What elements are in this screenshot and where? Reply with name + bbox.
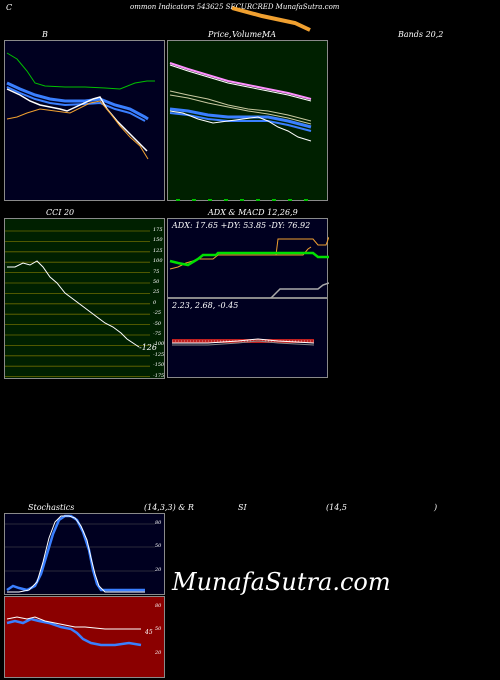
adx-readout: ADX: 17.65 +DY: 53.85 -DY: 76.92	[172, 221, 311, 230]
stoch-tick-label: 80	[155, 520, 162, 526]
cci-tick-label: 100	[153, 258, 163, 265]
stoch-title-b: (14,3,3) & R	[144, 503, 194, 512]
cci-tick-label: 0	[153, 299, 157, 306]
adx-panel: ADX: 17.65 +DY: 53.85 -DY: 76.92	[167, 218, 329, 299]
stoch-title-d: (14,5	[326, 503, 347, 512]
price-title-d: Bands 20,2	[398, 30, 444, 39]
price-title-a: Price,	[208, 30, 232, 39]
cci-tick-label: -50	[153, 320, 162, 327]
rsi-tick-label: 80	[155, 603, 162, 609]
cci-value-label: -126	[139, 343, 157, 352]
cci-chart	[5, 230, 150, 378]
stoch-panel: 80 50 20	[4, 513, 165, 595]
macd-readout: 2.23, 2.68, -0.45	[172, 301, 239, 310]
watermark: MunafaSutra.com	[172, 568, 391, 596]
price-chart	[169, 62, 318, 201]
rsi-chart	[6, 616, 142, 647]
cci-tick-label: 25	[153, 289, 160, 296]
cci-tick-label: -125	[153, 351, 165, 358]
rsi-value-label: 45	[145, 629, 153, 636]
cci-title: CCI 20	[46, 208, 75, 217]
cci-tick-label: 75	[153, 268, 160, 275]
bollinger-panel	[4, 40, 165, 201]
rsi-tick-label: 20	[155, 650, 162, 656]
cci-tick-label: -25	[153, 310, 162, 317]
price-title-c: MA	[262, 30, 276, 39]
cci-panel: 175 150 125 100 75 50 25 0 -25 -50 -75 -100 -125 -150…	[4, 218, 165, 379]
header-volume-bar	[231, 6, 311, 32]
bollinger-title: B	[42, 30, 48, 39]
price-title-b: Volume,	[232, 30, 265, 39]
cci-tick-label: -100	[153, 341, 165, 348]
rsi-tick-label: 50	[155, 626, 162, 632]
stoch-tick-label: 20	[155, 567, 162, 573]
cci-tick-label: 125	[153, 247, 163, 254]
macd-panel: 2.23, 2.68, -0.45	[167, 298, 328, 378]
bollinger-chart	[6, 52, 155, 160]
cci-tick-label: -150	[153, 362, 165, 369]
stoch-chart	[5, 514, 155, 593]
stoch-tick-label: 50	[155, 543, 162, 549]
stoch-title-c: SI	[238, 503, 247, 512]
cci-tick-label: 150	[153, 237, 163, 244]
cci-tick-label: 50	[153, 279, 160, 285]
rsi-panel: 80 50 20 45	[4, 596, 165, 678]
stoch-title-e: )	[434, 503, 438, 512]
price-panel	[167, 40, 328, 201]
cci-tick-label: 175	[153, 227, 163, 233]
header-c: C	[6, 3, 13, 12]
macd-chart	[172, 338, 315, 346]
cci-tick-label: -75	[153, 331, 162, 337]
adx-chart	[169, 236, 329, 299]
cci-tick-label: -175	[153, 372, 165, 379]
adx-title: ADX & MACD 12,26,9	[208, 208, 298, 217]
stoch-title-a: Stochastics	[28, 503, 75, 512]
